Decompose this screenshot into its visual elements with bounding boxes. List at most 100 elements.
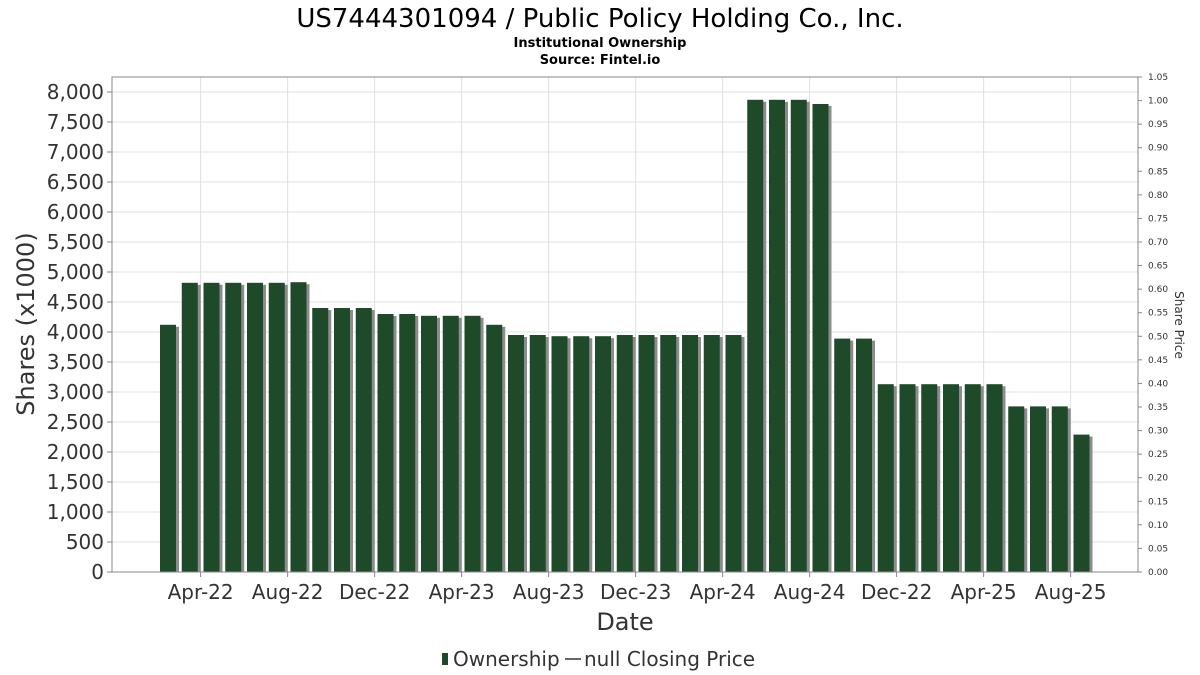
x-tick-label: Aug-24 [774, 580, 846, 604]
ownership-bar [486, 324, 503, 572]
ownership-bar [725, 335, 742, 572]
y-tick-label: 7,500 [47, 110, 104, 134]
x-tick-label: Dec-22 [339, 580, 410, 604]
ownership-bar [1051, 406, 1068, 572]
chart-title: US7444301094 / Public Policy Holding Co.… [296, 4, 903, 34]
y2-tick-label: 1.00 [1148, 97, 1168, 107]
ownership-bar [181, 282, 198, 572]
y2-tick-label: 0.35 [1148, 403, 1168, 413]
y-tick-label: 6,000 [47, 200, 104, 224]
x-axis-label: Date [596, 608, 653, 636]
ownership-bar [747, 99, 764, 573]
y2-axis-ticks: 0.00 0.05 0.10 0.15 0.20 0.25 0.30 0.35 0.40 0.45… [1138, 73, 1168, 578]
y2-tick-label: 0.65 [1148, 262, 1168, 272]
y2-tick-label: 0.55 [1148, 309, 1168, 319]
y-tick-label: 3,500 [47, 350, 104, 374]
y2-tick-label: 0.70 [1148, 238, 1168, 248]
y2-tick-label: 0.45 [1148, 356, 1168, 366]
ownership-bar [877, 384, 894, 572]
ownership-bar [421, 315, 437, 572]
ownership-bar [529, 335, 546, 572]
ownership-bar [377, 314, 394, 572]
y2-tick-label: 0.40 [1148, 379, 1168, 389]
ownership-bar [334, 308, 350, 572]
ownership-bar [703, 335, 720, 572]
ownership-bar [464, 315, 481, 572]
y2-tick-label: 0.15 [1148, 497, 1168, 507]
x-tick-label: Dec-22 [861, 580, 932, 604]
x-tick-label: Apr-25 [951, 580, 1017, 604]
x-tick-label: Aug-22 [252, 580, 324, 604]
ownership-bar [573, 336, 590, 572]
y-tick-label: 1,000 [47, 500, 104, 524]
ownership-bar [551, 336, 568, 572]
y-tick-label: 2,500 [47, 410, 104, 434]
y-axis-label: Shares (x1000) [12, 232, 40, 415]
ownership-bar [312, 308, 329, 572]
ownership-bar [225, 282, 242, 572]
y2-tick-label: 0.00 [1148, 568, 1168, 578]
y2-axis-label: Share Price [1172, 291, 1186, 359]
legend-ownership-swatch [442, 653, 448, 665]
y-tick-label: 3,000 [47, 380, 104, 404]
ownership-bar [399, 314, 416, 572]
y2-tick-label: 0.10 [1148, 521, 1168, 531]
y2-tick-label: 0.05 [1148, 544, 1168, 554]
ownership-bar [290, 282, 307, 572]
legend-ownership-label: Ownership [453, 647, 560, 671]
ownership-bar [508, 335, 524, 572]
y2-tick-label: 0.85 [1148, 167, 1168, 177]
bars-layer [160, 99, 1093, 573]
ownership-bar [268, 282, 285, 572]
ownership-bar [943, 384, 959, 572]
x-tick-label: Apr-22 [168, 580, 234, 604]
y-axis-ticks: 0 500 1,000 1,500 2,000 2,500 3,000 3,500 4,000 4… [47, 80, 112, 584]
y2-tick-label: 1.05 [1148, 73, 1168, 83]
y-tick-label: 4,000 [47, 320, 104, 344]
ownership-bar [247, 282, 263, 572]
ownership-bar [812, 104, 829, 572]
chart-subtitle: Institutional Ownership [514, 36, 687, 51]
x-axis-ticks: Apr-22 Aug-22 Dec-22 Apr-23 Aug-23 Dec-23 Apr-… [168, 572, 1107, 604]
ownership-bar [856, 338, 872, 572]
ownership-bar [1008, 406, 1025, 572]
ownership-bar [442, 315, 459, 572]
y2-tick-label: 0.50 [1148, 332, 1168, 342]
ownership-bar [638, 335, 655, 572]
legend: Ownership null Closing Price [442, 647, 755, 671]
ownership-bar [921, 384, 938, 572]
y2-tick-label: 0.60 [1148, 285, 1168, 295]
x-tick-label: Apr-24 [690, 580, 756, 604]
ownership-bar [790, 99, 807, 573]
y-tick-label: 5,500 [47, 230, 104, 254]
ownership-bar [355, 308, 372, 572]
x-tick-label: Aug-25 [1035, 580, 1107, 604]
y2-tick-label: 0.80 [1148, 191, 1168, 201]
chart-source: Source: Fintel.io [540, 53, 661, 68]
y2-tick-label: 0.30 [1148, 427, 1168, 437]
ownership-bar [160, 324, 176, 572]
ownership-bar [616, 335, 633, 572]
ownership-bar [203, 282, 220, 572]
ownership-bar [769, 99, 785, 573]
ownership-bar [899, 384, 916, 572]
ownership-bar [1073, 434, 1090, 572]
ownership-bar [595, 336, 611, 572]
x-tick-label: Dec-23 [600, 580, 671, 604]
ownership-bar [986, 384, 1003, 572]
y2-tick-label: 0.25 [1148, 450, 1168, 460]
plot-frame [111, 76, 1139, 573]
y2-tick-label: 0.20 [1148, 474, 1168, 484]
x-tick-label: Aug-23 [513, 580, 585, 604]
ownership-bar [1030, 406, 1046, 572]
ownership-bar [682, 335, 698, 572]
y-tick-label: 7,000 [47, 140, 104, 164]
y2-tick-label: 0.75 [1148, 214, 1168, 224]
ownership-bar [834, 338, 851, 572]
y2-tick-label: 0.90 [1148, 144, 1168, 154]
y-tick-label: 2,000 [47, 440, 104, 464]
y-tick-label: 6,500 [47, 170, 104, 194]
y-tick-label: 5,000 [47, 260, 104, 284]
y-tick-label: 500 [66, 530, 104, 554]
